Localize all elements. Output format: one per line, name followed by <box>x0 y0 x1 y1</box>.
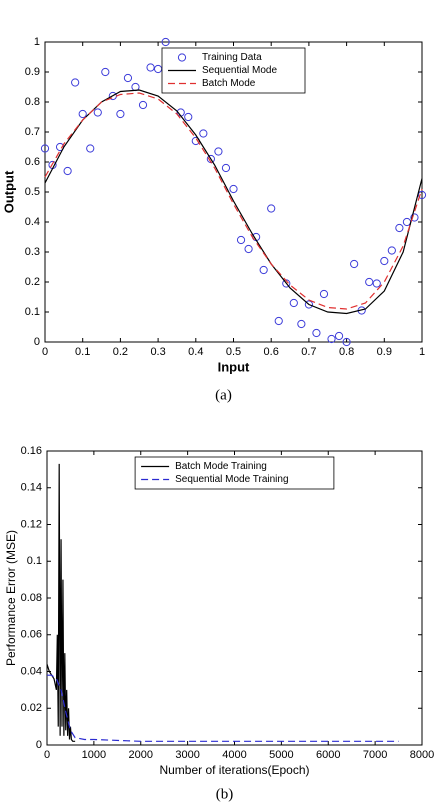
y-tick-label: 0.3 <box>25 246 40 258</box>
y-axis-label: Performance Error (MSE) <box>4 530 18 666</box>
legend-label: Training Data <box>202 52 262 63</box>
y-tick-label: 0.04 <box>21 665 42 677</box>
y-axis-label: Output <box>1 170 16 213</box>
data-point <box>214 147 223 156</box>
data-point <box>312 328 321 338</box>
data-point <box>184 112 193 122</box>
data-point <box>63 166 72 176</box>
x-tick-label: 2000 <box>129 749 153 761</box>
data-point <box>161 37 170 47</box>
x-tick-label: 0.5 <box>226 346 241 358</box>
y-tick-label: 0.8 <box>25 96 40 108</box>
x-tick-label: 0.9 <box>377 346 392 358</box>
y-tick-label: 0.06 <box>21 629 42 641</box>
legend-label: Sequential Mode Training <box>175 474 288 485</box>
legend <box>134 456 335 490</box>
data-point <box>417 190 427 200</box>
data-point <box>380 256 389 266</box>
data-point <box>289 298 298 308</box>
y-tick-label: 0.14 <box>21 482 42 494</box>
data-point <box>297 319 306 329</box>
data-point <box>86 144 95 153</box>
legend-swatch <box>177 53 187 62</box>
x-tick-label: 0.6 <box>264 346 279 358</box>
plot-area <box>46 450 423 746</box>
y-tick-label: 0.08 <box>21 592 42 604</box>
series-line <box>46 463 76 742</box>
data-point <box>410 213 419 222</box>
y-tick-label: 0 <box>34 336 40 348</box>
data-point <box>146 63 155 72</box>
y-tick-label: 0.5 <box>25 186 40 198</box>
x-tick-label: 0 <box>42 346 48 358</box>
y-tick-label: 0.12 <box>21 518 42 530</box>
data-point <box>282 279 291 288</box>
data-point <box>372 279 381 288</box>
x-tick-label: 3000 <box>175 749 199 761</box>
series-line <box>44 92 423 310</box>
data-point <box>40 144 50 153</box>
data-point <box>259 265 268 275</box>
data-point <box>395 223 404 233</box>
series-line <box>47 674 399 742</box>
data-point <box>71 78 80 87</box>
x-tick-label: 1000 <box>82 749 106 761</box>
series-line <box>44 89 423 315</box>
y-tick-label: 0.4 <box>25 216 40 228</box>
data-point <box>334 331 344 341</box>
x-tick-label: 4000 <box>222 749 246 761</box>
x-tick-label: 1 <box>419 346 425 358</box>
x-tick-label: 0.7 <box>301 346 316 358</box>
legend-label: Sequential Mode <box>202 65 277 76</box>
data-point <box>116 109 125 119</box>
data-point <box>229 184 238 194</box>
data-point <box>342 337 351 347</box>
legend-label: Batch Mode Training <box>175 461 267 472</box>
x-tick-label: 0.1 <box>75 346 90 358</box>
x-tick-label: 0 <box>44 749 50 761</box>
caption: (a) <box>215 387 232 403</box>
x-axis-label: Input <box>218 359 250 374</box>
y-tick-label: 0.7 <box>25 126 40 138</box>
y-tick-label: 0.1 <box>25 306 40 318</box>
x-tick-label: 8000 <box>410 749 434 761</box>
legend-label: Batch Mode <box>202 78 256 89</box>
x-tick-label: 5000 <box>269 749 293 761</box>
data-point <box>244 244 253 254</box>
data-point <box>365 277 374 287</box>
y-tick-label: 1 <box>34 36 40 48</box>
y-tick-label: 0 <box>36 739 42 751</box>
y-tick-label: 0.9 <box>25 66 40 78</box>
data-point <box>274 316 283 326</box>
x-tick-label: 6000 <box>316 749 340 761</box>
x-tick-label: 0.2 <box>113 346 128 358</box>
data-point <box>199 129 208 138</box>
caption: (b) <box>216 786 234 802</box>
data-point <box>101 67 110 77</box>
data-point <box>78 109 87 119</box>
data-point <box>221 163 231 173</box>
y-tick-label: 0.6 <box>25 156 40 168</box>
data-point <box>319 289 329 299</box>
x-tick-label: 0.4 <box>188 346 203 358</box>
data-point <box>327 334 336 344</box>
data-point <box>93 108 102 117</box>
y-tick-label: 0.16 <box>21 445 42 457</box>
y-tick-label: 0.2 <box>25 276 40 288</box>
x-axis-label: Number of iterations(Epoch) <box>159 763 309 777</box>
data-point <box>304 300 313 309</box>
data-point <box>387 246 396 255</box>
y-tick-label: 0.02 <box>21 702 42 714</box>
data-point <box>236 235 246 245</box>
data-point <box>138 100 148 110</box>
x-tick-label: 0.8 <box>339 346 354 358</box>
x-tick-label: 0.3 <box>150 346 165 358</box>
data-point <box>267 204 276 213</box>
y-tick-label: 0.1 <box>27 555 42 567</box>
data-point <box>350 259 359 269</box>
data-point <box>123 73 133 83</box>
x-tick-label: 7000 <box>363 749 387 761</box>
